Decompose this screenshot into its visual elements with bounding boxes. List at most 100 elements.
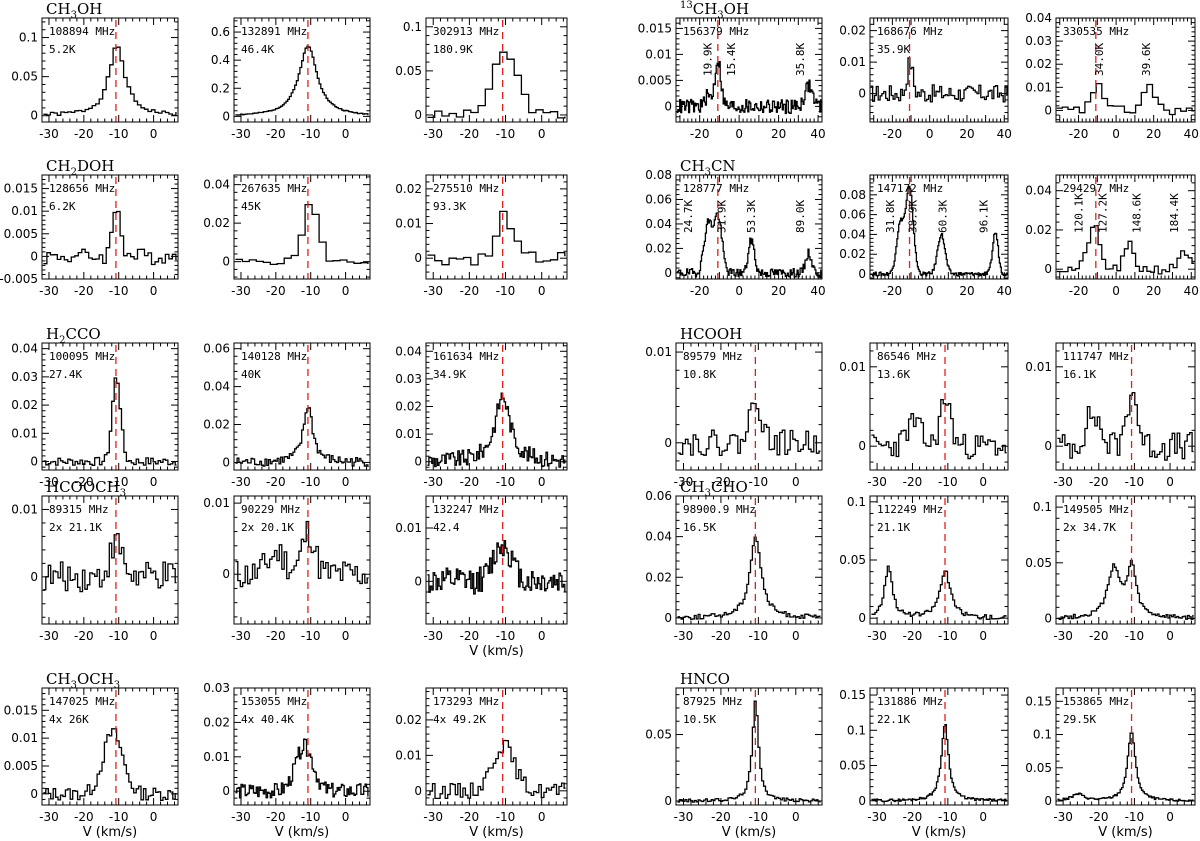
plot-frame <box>675 495 823 625</box>
line-energy-label: 15.4K <box>725 43 738 76</box>
molecule-title: 13CH3OH <box>680 0 749 21</box>
molecule-title: CH3OCH3 <box>46 670 120 691</box>
spectrum-panel-5: -30 -20 -10 0 0 0.02 0.04 267635 MHz 45K <box>203 174 371 298</box>
upper-energy-label: 6.2K <box>49 200 76 213</box>
x-tick-label: -20 <box>690 284 710 298</box>
y-tick-label: 0.03 <box>11 370 38 384</box>
x-tick-label: -20 <box>74 284 94 298</box>
plot-frame <box>675 174 823 280</box>
x-tick-label: -30 <box>423 284 443 298</box>
y-tick-label: 0.04 <box>1025 184 1052 198</box>
y-tick-label: 0 <box>30 249 38 263</box>
x-tick-label: -10 <box>301 810 321 824</box>
spectrum-line <box>871 398 1007 460</box>
y-tick-label: 0.04 <box>1025 11 1052 25</box>
y-tick-label: 0 <box>858 439 866 453</box>
line-energy-label: 60.3K <box>936 200 949 233</box>
spectrum-panel-24: -30 -20 -10 0 0 0.01 111747 MHz 16.1K <box>1025 342 1196 489</box>
x-tick-label: -20 <box>74 475 94 489</box>
x-tick-label: 0 <box>1112 284 1120 298</box>
x-tick-label: 0 <box>150 475 158 489</box>
x-tick-label: 0 <box>342 284 350 298</box>
x-tick-label: 0 <box>926 127 934 141</box>
y-tick-label: 0.02 <box>395 182 422 196</box>
line-energy-label: 39.6K <box>1140 43 1153 76</box>
spectrum-panel-3: -30 -20 -10 0 0 0.05 0.1 302913 MHz 180.9K <box>395 17 568 141</box>
spectrum-line <box>1056 82 1195 116</box>
x-tick-label: -30 <box>39 284 59 298</box>
spectrum-line <box>676 212 822 278</box>
spectrum-line <box>1056 224 1195 275</box>
spectrum-panel-9: -30 -20 -10 0 0 0.01 0.02 0.03 0.04 161634 MHz 34.… <box>395 342 568 489</box>
x-tick-label: -20 <box>690 127 710 141</box>
upper-energy-label: 16.5K <box>683 521 716 534</box>
y-tick-label: 0 <box>222 567 230 581</box>
x-tick-label: 0 <box>1112 127 1120 141</box>
x-tick-label: -20 <box>266 475 286 489</box>
x-tick-label: -10 <box>301 475 321 489</box>
line-energy-label: 148.6K <box>1131 193 1144 233</box>
x-tick-label: -10 <box>301 284 321 298</box>
x-tick-label: 0 <box>792 810 800 824</box>
spectrum-panel-30: -30 -20 -10 0 0 0.05 0.1 0.15 153865 MHz 29.5K V (… <box>1025 687 1196 840</box>
spectrum-line <box>677 402 821 457</box>
spectrum-panel-10: -30 -20 -10 0 0 0.01 89315 MHz 2x 21.1K HCOOCH3 <box>11 478 179 643</box>
frequency-label: 108894 MHz <box>49 25 115 38</box>
y-tick-label: 0.04 <box>395 344 422 358</box>
x-tick-label: 0 <box>342 810 350 824</box>
y-tick-label: 0 <box>1044 262 1052 276</box>
x-tick-label: -20 <box>460 284 480 298</box>
spectrum-panel-29: -30 -20 -10 0 0 0.05 0.1 0.15 131886 MHz 22.1K V (… <box>839 687 1009 840</box>
plot-frame <box>675 687 823 806</box>
y-tick-label: 0.1 <box>847 495 866 509</box>
spectrum-panel-17: -20 0 20 40 0 0.01 0.02 168676 MHz 35.9K <box>839 17 1012 141</box>
x-tick-label: -30 <box>867 629 887 643</box>
y-tick-label: 0.01 <box>645 47 672 61</box>
x-tick-label: 0 <box>1166 629 1174 643</box>
spectrum-line <box>871 724 1007 803</box>
y-tick-label: 0 <box>1044 611 1052 625</box>
y-tick-label: 0.005 <box>4 227 38 241</box>
x-tick-label: 0 <box>538 629 546 643</box>
spectrum-panel-12: -30 -20 -10 0 0 0.01 132247 MHz 42.4 V (km/s) <box>395 495 568 659</box>
y-tick-label: 0.01 <box>645 345 672 359</box>
y-tick-label: 0 <box>1044 103 1052 117</box>
x-tick-label: 0 <box>538 810 546 824</box>
frequency-label: 132891 MHz <box>241 25 307 38</box>
frequency-label: 89579 MHz <box>683 350 743 363</box>
x-tick-label: -20 <box>460 810 480 824</box>
spectrum-line <box>43 728 177 802</box>
frequency-label: 147025 MHz <box>49 695 115 708</box>
x-tick-label: -20 <box>1089 810 1109 824</box>
x-axis-label: V (km/s) <box>469 825 524 840</box>
x-tick-label: -30 <box>674 810 694 824</box>
y-tick-label: 0.06 <box>839 208 866 222</box>
y-tick-label: 0.02 <box>645 241 672 255</box>
x-tick-label: 40 <box>1184 127 1199 141</box>
y-tick-label: 0.02 <box>395 400 422 414</box>
molecule-title: HCOOH <box>680 325 742 343</box>
x-tick-label: 40 <box>810 127 825 141</box>
x-tick-label: -20 <box>883 284 903 298</box>
plot-frame <box>41 687 179 806</box>
x-tick-label: -20 <box>1069 284 1089 298</box>
plot-frame <box>1055 495 1196 625</box>
y-tick-label: 0 <box>664 611 672 625</box>
plot-frame <box>869 17 1009 123</box>
x-tick-label: -10 <box>496 127 516 141</box>
x-tick-label: -20 <box>903 475 923 489</box>
frequency-label: 147172 MHz <box>877 182 943 195</box>
y-tick-label: 0 <box>664 436 672 450</box>
plot-frame <box>1055 687 1196 806</box>
spectrum-panel-7: -30 -20 -10 0 0 0.01 0.02 0.03 0.04 100095 MHz 27.… <box>11 325 179 489</box>
x-tick-label: -20 <box>883 127 903 141</box>
x-tick-label: 0 <box>150 284 158 298</box>
y-tick-label: 0 <box>222 255 230 269</box>
x-tick-label: 20 <box>771 127 786 141</box>
spectrum-panel-4: -30 -20 -10 0 -0.005 0 0.005 0.01 0.015 128656 MH… <box>0 157 179 298</box>
x-tick-label: -30 <box>1053 629 1073 643</box>
x-tick-label: -10 <box>749 810 769 824</box>
y-tick-label: 0 <box>30 455 38 469</box>
y-tick-label: 0.05 <box>839 759 866 773</box>
